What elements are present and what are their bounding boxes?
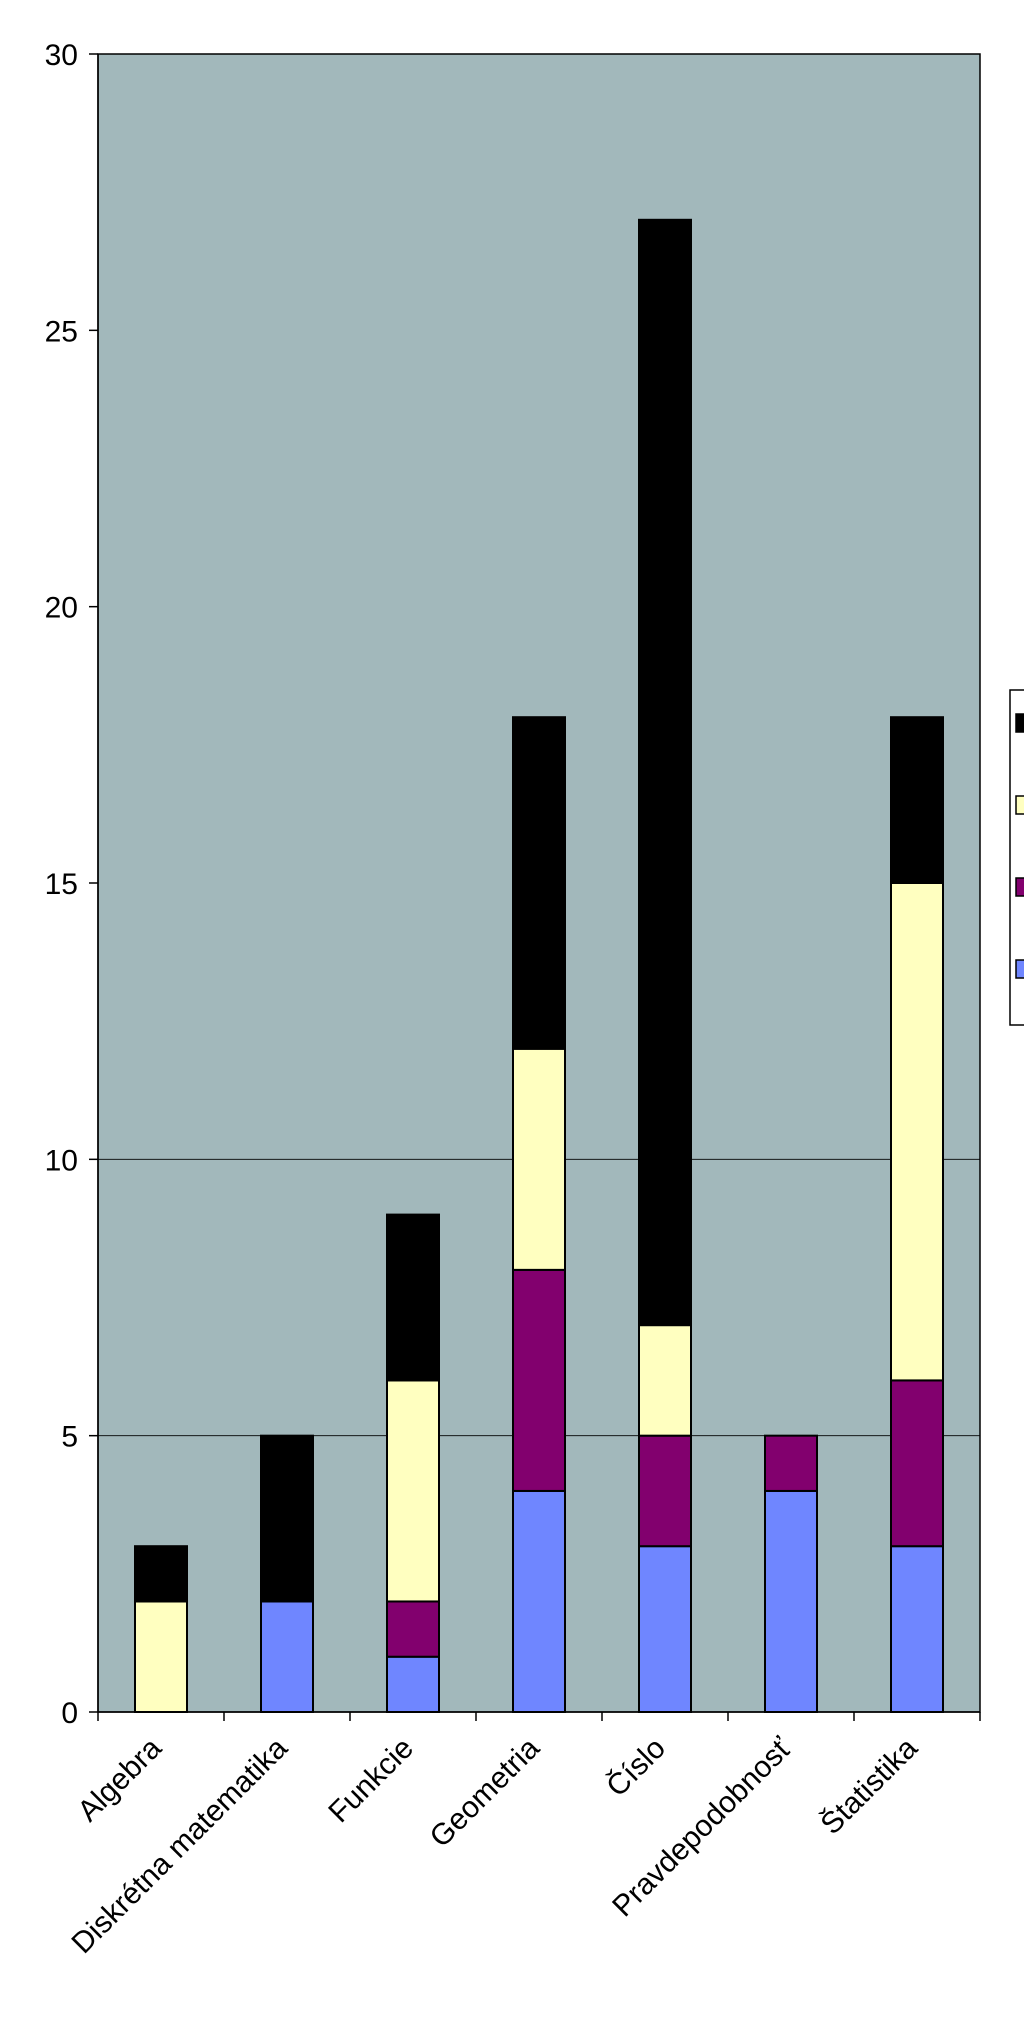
legend-swatch <box>1015 877 1024 897</box>
y-tick-label: 15 <box>45 868 78 901</box>
y-tick-label: 10 <box>45 1144 78 1177</box>
y-tick-label: 20 <box>45 592 78 625</box>
bar-segment <box>890 716 944 885</box>
legend-swatch <box>1015 795 1024 815</box>
x-tick-label: Algebra <box>71 1731 168 1828</box>
x-tick-label: Geometria <box>424 1731 547 1854</box>
legend-box <box>1009 689 1024 1026</box>
x-tick-label: Štatistika <box>814 1731 924 1841</box>
bar-segment <box>134 1600 188 1714</box>
x-tick-label: Číslo <box>600 1731 672 1803</box>
y-tick-label: 0 <box>61 1697 78 1730</box>
legend-swatch <box>1015 713 1024 733</box>
bar-segment <box>386 1379 440 1603</box>
y-tick-label: 30 <box>45 39 78 72</box>
legend-swatch <box>1015 959 1024 979</box>
bar-segment <box>512 716 566 1050</box>
y-tick-label: 5 <box>61 1421 78 1454</box>
bar-segment <box>512 1268 566 1492</box>
bar-segment <box>260 1600 314 1714</box>
bar-segment <box>386 1213 440 1382</box>
bar-segment <box>638 1545 692 1713</box>
bar-segment <box>260 1434 314 1603</box>
x-tick-label: Funkcie <box>322 1732 420 1830</box>
x-tick-label: Diskrétna matematika <box>65 1731 294 1960</box>
bar-segment <box>890 1379 944 1548</box>
bar-segment <box>638 1324 692 1437</box>
bar-segment <box>512 1047 566 1271</box>
bar-segment <box>890 1545 944 1713</box>
y-tick-label: 25 <box>45 315 78 348</box>
bar-segment <box>512 1489 566 1714</box>
bar-segment <box>638 218 692 1327</box>
bar-segment <box>386 1600 440 1658</box>
bar-segment <box>764 1434 818 1492</box>
bar-segment <box>386 1655 440 1713</box>
bar-segment <box>764 1489 818 1714</box>
bar-segment <box>890 882 944 1382</box>
bar-segment <box>134 1545 188 1603</box>
bar-segment <box>638 1434 692 1548</box>
